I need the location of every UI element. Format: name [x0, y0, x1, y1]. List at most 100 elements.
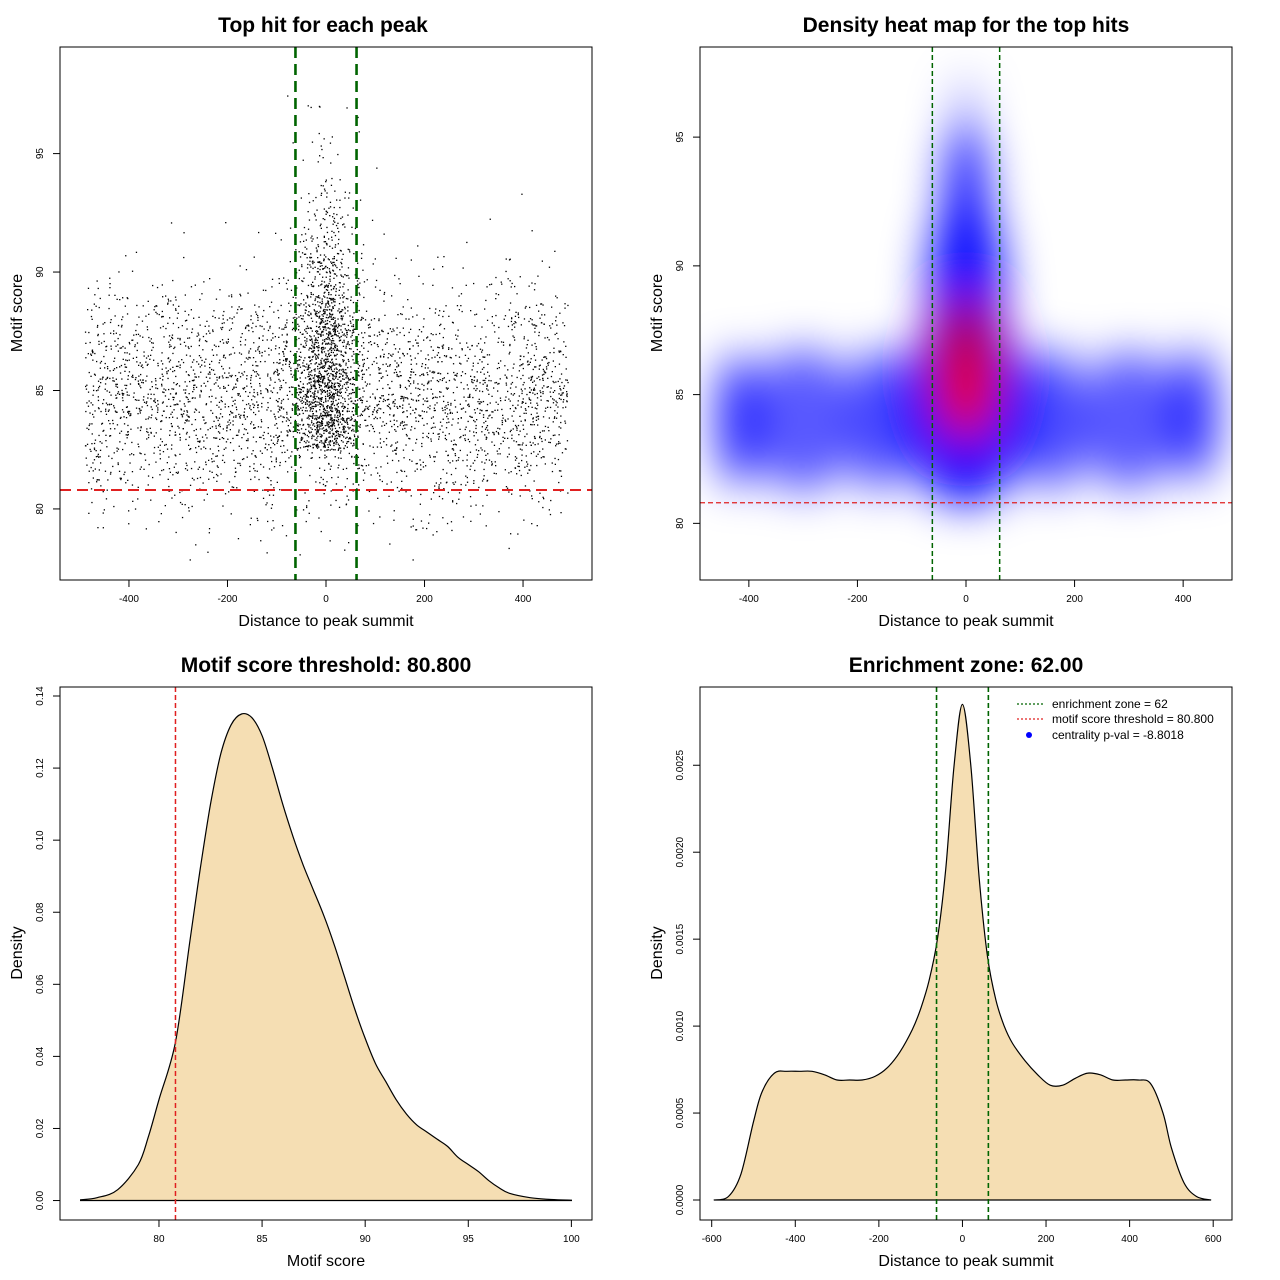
scatter-point — [399, 371, 401, 373]
scatter-point — [537, 453, 539, 455]
scatter-point — [400, 469, 402, 471]
scatter-point — [442, 418, 444, 420]
scatter-point — [552, 360, 554, 362]
scatter-point — [327, 372, 330, 375]
scatter-point — [331, 382, 333, 384]
scatter-point — [116, 367, 118, 369]
scatter-point — [325, 343, 327, 345]
scatter-point — [141, 320, 144, 322]
scatter-point — [193, 430, 195, 432]
scatter-point — [392, 450, 394, 452]
scatter-point — [458, 309, 460, 311]
scatter-point — [476, 407, 479, 410]
scatter-point — [169, 393, 172, 395]
scatter-point — [338, 324, 340, 327]
scatter-point — [340, 335, 342, 338]
scatter-point — [204, 422, 206, 425]
scatter-point — [326, 393, 329, 395]
scatter-point — [565, 379, 567, 381]
scatter-point — [463, 388, 465, 390]
scatter-point — [430, 333, 432, 335]
scatter-point — [267, 490, 269, 492]
scatter-point — [235, 383, 237, 385]
scatter-point — [519, 365, 521, 367]
scatter-point — [291, 408, 293, 410]
scatter-point — [320, 412, 322, 415]
scatter-point — [347, 274, 349, 277]
scatter-point — [347, 366, 349, 369]
scatter-point — [558, 426, 560, 428]
scatter-point — [563, 399, 565, 401]
scatter-point — [483, 373, 485, 375]
scatter-point — [331, 247, 334, 249]
scatter-point — [488, 459, 491, 461]
scatter-point — [308, 430, 310, 432]
scatter-point — [161, 385, 163, 387]
scatter-point — [409, 348, 411, 350]
scatter-point — [403, 355, 405, 357]
scatter-point — [310, 253, 312, 255]
scatter-point — [153, 446, 156, 449]
scatter-point — [185, 462, 187, 464]
scatter-point — [146, 430, 148, 433]
scatter-point — [329, 431, 331, 433]
scatter-point — [535, 419, 538, 421]
scatter-point — [333, 273, 336, 275]
scatter-point — [509, 430, 511, 433]
scatter-point — [257, 315, 259, 317]
scatter-point — [432, 432, 434, 434]
scatter-point — [340, 325, 342, 327]
scatter-point — [498, 448, 500, 450]
scatter-point — [113, 360, 115, 362]
scatter-point — [156, 418, 158, 421]
scatter-point — [175, 455, 177, 457]
scatter-point — [517, 424, 520, 427]
scatter-point — [130, 414, 132, 416]
scatter-point — [307, 396, 309, 398]
scatter-point — [323, 208, 325, 210]
scatter-point — [481, 426, 483, 428]
scatter-point — [172, 396, 174, 398]
scatter-point — [321, 415, 323, 417]
scatter-point — [328, 432, 330, 434]
scatter-point — [562, 354, 564, 356]
scatter-point — [335, 441, 337, 443]
scatter-point — [139, 385, 141, 387]
scatter-point — [396, 334, 398, 336]
scatter-point — [362, 317, 364, 319]
scatter-point — [232, 388, 234, 391]
scatter-point — [481, 431, 483, 433]
scatter-point — [277, 373, 279, 375]
scatter-point — [86, 402, 88, 404]
scatter-point — [96, 326, 99, 328]
scatter-point — [330, 285, 332, 287]
scatter-point — [252, 450, 254, 452]
scatter-point — [180, 408, 182, 410]
scatter-point — [341, 385, 344, 387]
scatter-point — [119, 347, 121, 349]
scatter-point — [297, 429, 299, 431]
scatter-point — [395, 430, 397, 432]
scatter-point — [486, 286, 488, 288]
scatter-point — [325, 289, 328, 291]
scatter-point — [247, 439, 249, 442]
scatter-point — [433, 460, 436, 463]
scatter-point — [318, 295, 320, 297]
scatter-point — [342, 368, 344, 370]
scatter-point — [90, 375, 92, 377]
scatter-point — [307, 391, 310, 393]
scatter-point — [319, 403, 321, 405]
scatter-point — [383, 441, 385, 443]
scatter-point — [225, 222, 227, 224]
scatter-point — [507, 418, 509, 420]
scatter-point — [267, 520, 269, 523]
scatter-point — [351, 334, 353, 337]
scatter-point — [317, 443, 319, 446]
scatter-point — [402, 449, 405, 451]
scatter-point — [191, 477, 194, 479]
scatter-point — [188, 507, 190, 509]
scatter-point — [343, 355, 345, 357]
scatter-point — [158, 521, 160, 523]
scatter-point — [265, 443, 267, 445]
scatter-point — [312, 351, 314, 353]
